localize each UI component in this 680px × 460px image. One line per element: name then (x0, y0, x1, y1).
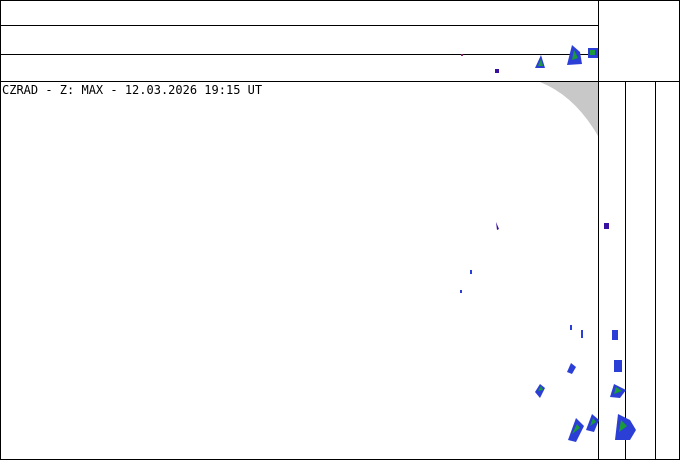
caption: CZRAD - Z: MAX - 12.03.2026 19:15 UT (2, 83, 262, 97)
no-coverage-area (540, 82, 598, 136)
echoes (460, 45, 636, 442)
